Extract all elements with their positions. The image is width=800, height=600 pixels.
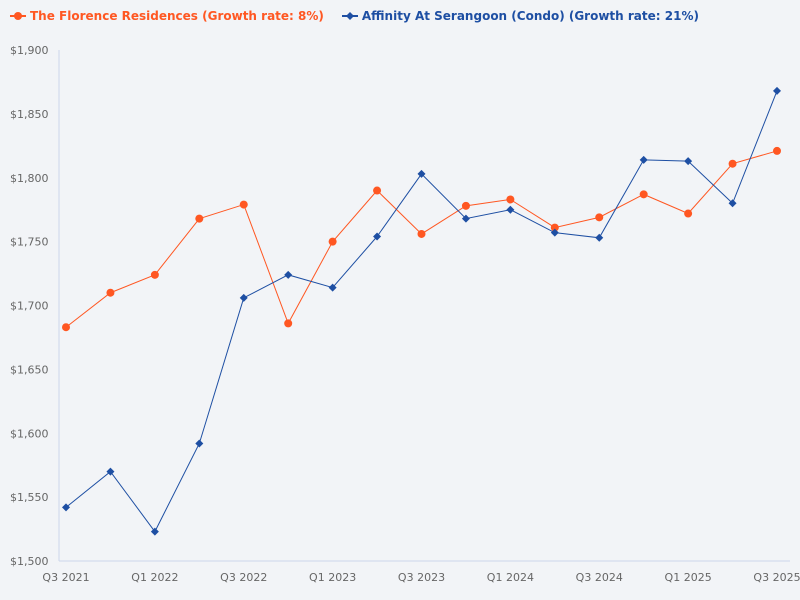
data-point xyxy=(417,169,426,178)
data-point xyxy=(106,467,115,476)
data-point xyxy=(195,214,204,223)
y-tick-label: $1,750 xyxy=(10,236,49,249)
data-point xyxy=(284,270,293,279)
series-line-1 xyxy=(65,90,778,533)
data-point xyxy=(773,146,781,155)
x-tick-label: Q1 2023 xyxy=(309,571,356,584)
data-point xyxy=(417,229,426,238)
legend-label: The Florence Residences (Growth rate: 8%… xyxy=(30,9,324,23)
y-tick-label: $1,800 xyxy=(10,172,49,185)
data-point xyxy=(461,201,470,210)
data-point xyxy=(684,157,693,166)
data-point xyxy=(728,159,737,168)
x-tick-label: Q1 2024 xyxy=(487,571,534,584)
data-point xyxy=(550,223,559,232)
data-point xyxy=(150,527,159,536)
x-tick-label: Q3 2021 xyxy=(42,571,89,584)
legend: The Florence Residences (Growth rate: 8%… xyxy=(10,9,699,23)
x-tick-label: Q1 2022 xyxy=(131,571,178,584)
data-point xyxy=(373,232,382,241)
y-tick-label: $1,900 xyxy=(10,44,49,57)
data-point xyxy=(595,213,604,222)
data-point xyxy=(62,323,70,332)
data-point xyxy=(684,209,693,218)
data-point xyxy=(728,199,737,208)
data-point xyxy=(239,293,248,302)
x-tick-label: Q3 2025 xyxy=(753,571,800,584)
data-point xyxy=(639,190,648,199)
data-point xyxy=(639,155,648,164)
data-point xyxy=(62,503,70,512)
data-point xyxy=(328,237,337,246)
circle-marker-icon xyxy=(10,12,26,20)
y-tick-label: $1,850 xyxy=(10,108,49,121)
data-point xyxy=(328,283,337,292)
x-tick-label: Q1 2025 xyxy=(665,571,712,584)
y-tick-label: $1,500 xyxy=(10,555,49,568)
y-tick-label: $1,600 xyxy=(10,427,49,440)
y-tick-label: $1,650 xyxy=(10,363,49,376)
data-point xyxy=(195,439,204,448)
legend-label: Affinity At Serangoon (Condo) (Growth ra… xyxy=(361,9,699,23)
data-point xyxy=(106,288,115,297)
data-point xyxy=(550,228,559,237)
x-tick-label: Q3 2024 xyxy=(576,571,623,584)
y-tick-label: $1,700 xyxy=(10,300,49,313)
legend-item-florence[interactable]: The Florence Residences (Growth rate: 8%… xyxy=(10,9,324,23)
data-point xyxy=(595,233,604,242)
data-point xyxy=(773,86,781,95)
data-point xyxy=(239,200,248,209)
data-point xyxy=(461,214,470,223)
data-point xyxy=(506,205,515,214)
y-tick-label: $1,550 xyxy=(10,491,49,504)
legend-item-affinity[interactable]: Affinity At Serangoon (Condo) (Growth ra… xyxy=(341,9,699,23)
data-point xyxy=(150,270,159,279)
diamond-marker-icon xyxy=(341,12,358,20)
data-point xyxy=(284,319,293,328)
data-point xyxy=(506,195,515,204)
data-point xyxy=(373,186,382,195)
x-tick-label: Q3 2023 xyxy=(398,571,445,584)
x-tick-label: Q3 2022 xyxy=(220,571,267,584)
